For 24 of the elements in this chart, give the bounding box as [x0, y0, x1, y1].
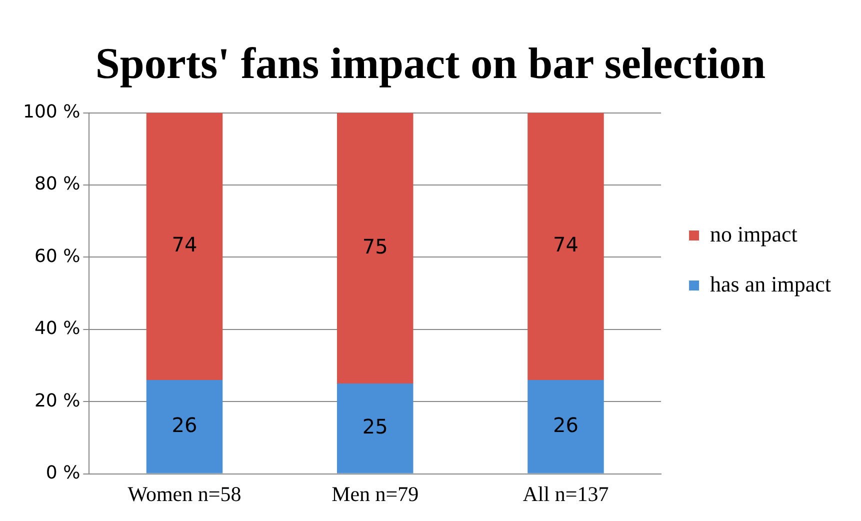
- y-tick-label: 20 %: [34, 390, 80, 412]
- data-label: 26: [553, 412, 578, 437]
- data-label: 74: [172, 232, 198, 257]
- bar: [528, 112, 604, 380]
- legend-label: no impact: [710, 221, 798, 246]
- bar: [336, 112, 414, 384]
- legend-label: has an impact: [710, 271, 832, 296]
- bar: [146, 112, 223, 380]
- bar: [336, 384, 414, 474]
- data-label: 26: [172, 412, 198, 437]
- chart-title: Sports' fans impact on bar selection: [95, 38, 766, 88]
- data-label: 75: [362, 234, 388, 258]
- x-tick-label: Men n=79: [332, 482, 419, 506]
- y-tick-label: 40 %: [34, 318, 80, 340]
- bar: [528, 380, 604, 474]
- x-tick-label: Women n=58: [128, 482, 242, 506]
- bar: [146, 380, 223, 474]
- y-tick-label: 100 %: [22, 101, 80, 122]
- y-tick-label: 60 %: [34, 246, 80, 267]
- x-tick-label: All n=137: [522, 482, 609, 506]
- y-tick-label: 80 %: [34, 174, 80, 195]
- y-tick-label: 0 %: [46, 462, 80, 484]
- data-label: 74: [553, 232, 578, 257]
- data-label: 25: [362, 414, 388, 439]
